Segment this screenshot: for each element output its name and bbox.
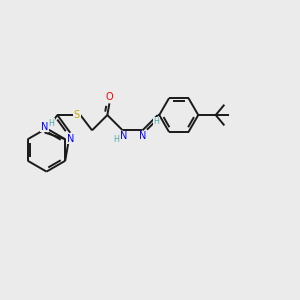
- Text: N: N: [119, 131, 127, 141]
- Text: H: H: [153, 117, 159, 126]
- Text: O: O: [106, 92, 113, 102]
- Text: S: S: [74, 110, 80, 120]
- Text: N: N: [140, 131, 147, 141]
- Text: N: N: [67, 134, 74, 143]
- Text: H: H: [48, 119, 54, 128]
- Text: H: H: [113, 135, 119, 144]
- Text: N: N: [41, 122, 48, 131]
